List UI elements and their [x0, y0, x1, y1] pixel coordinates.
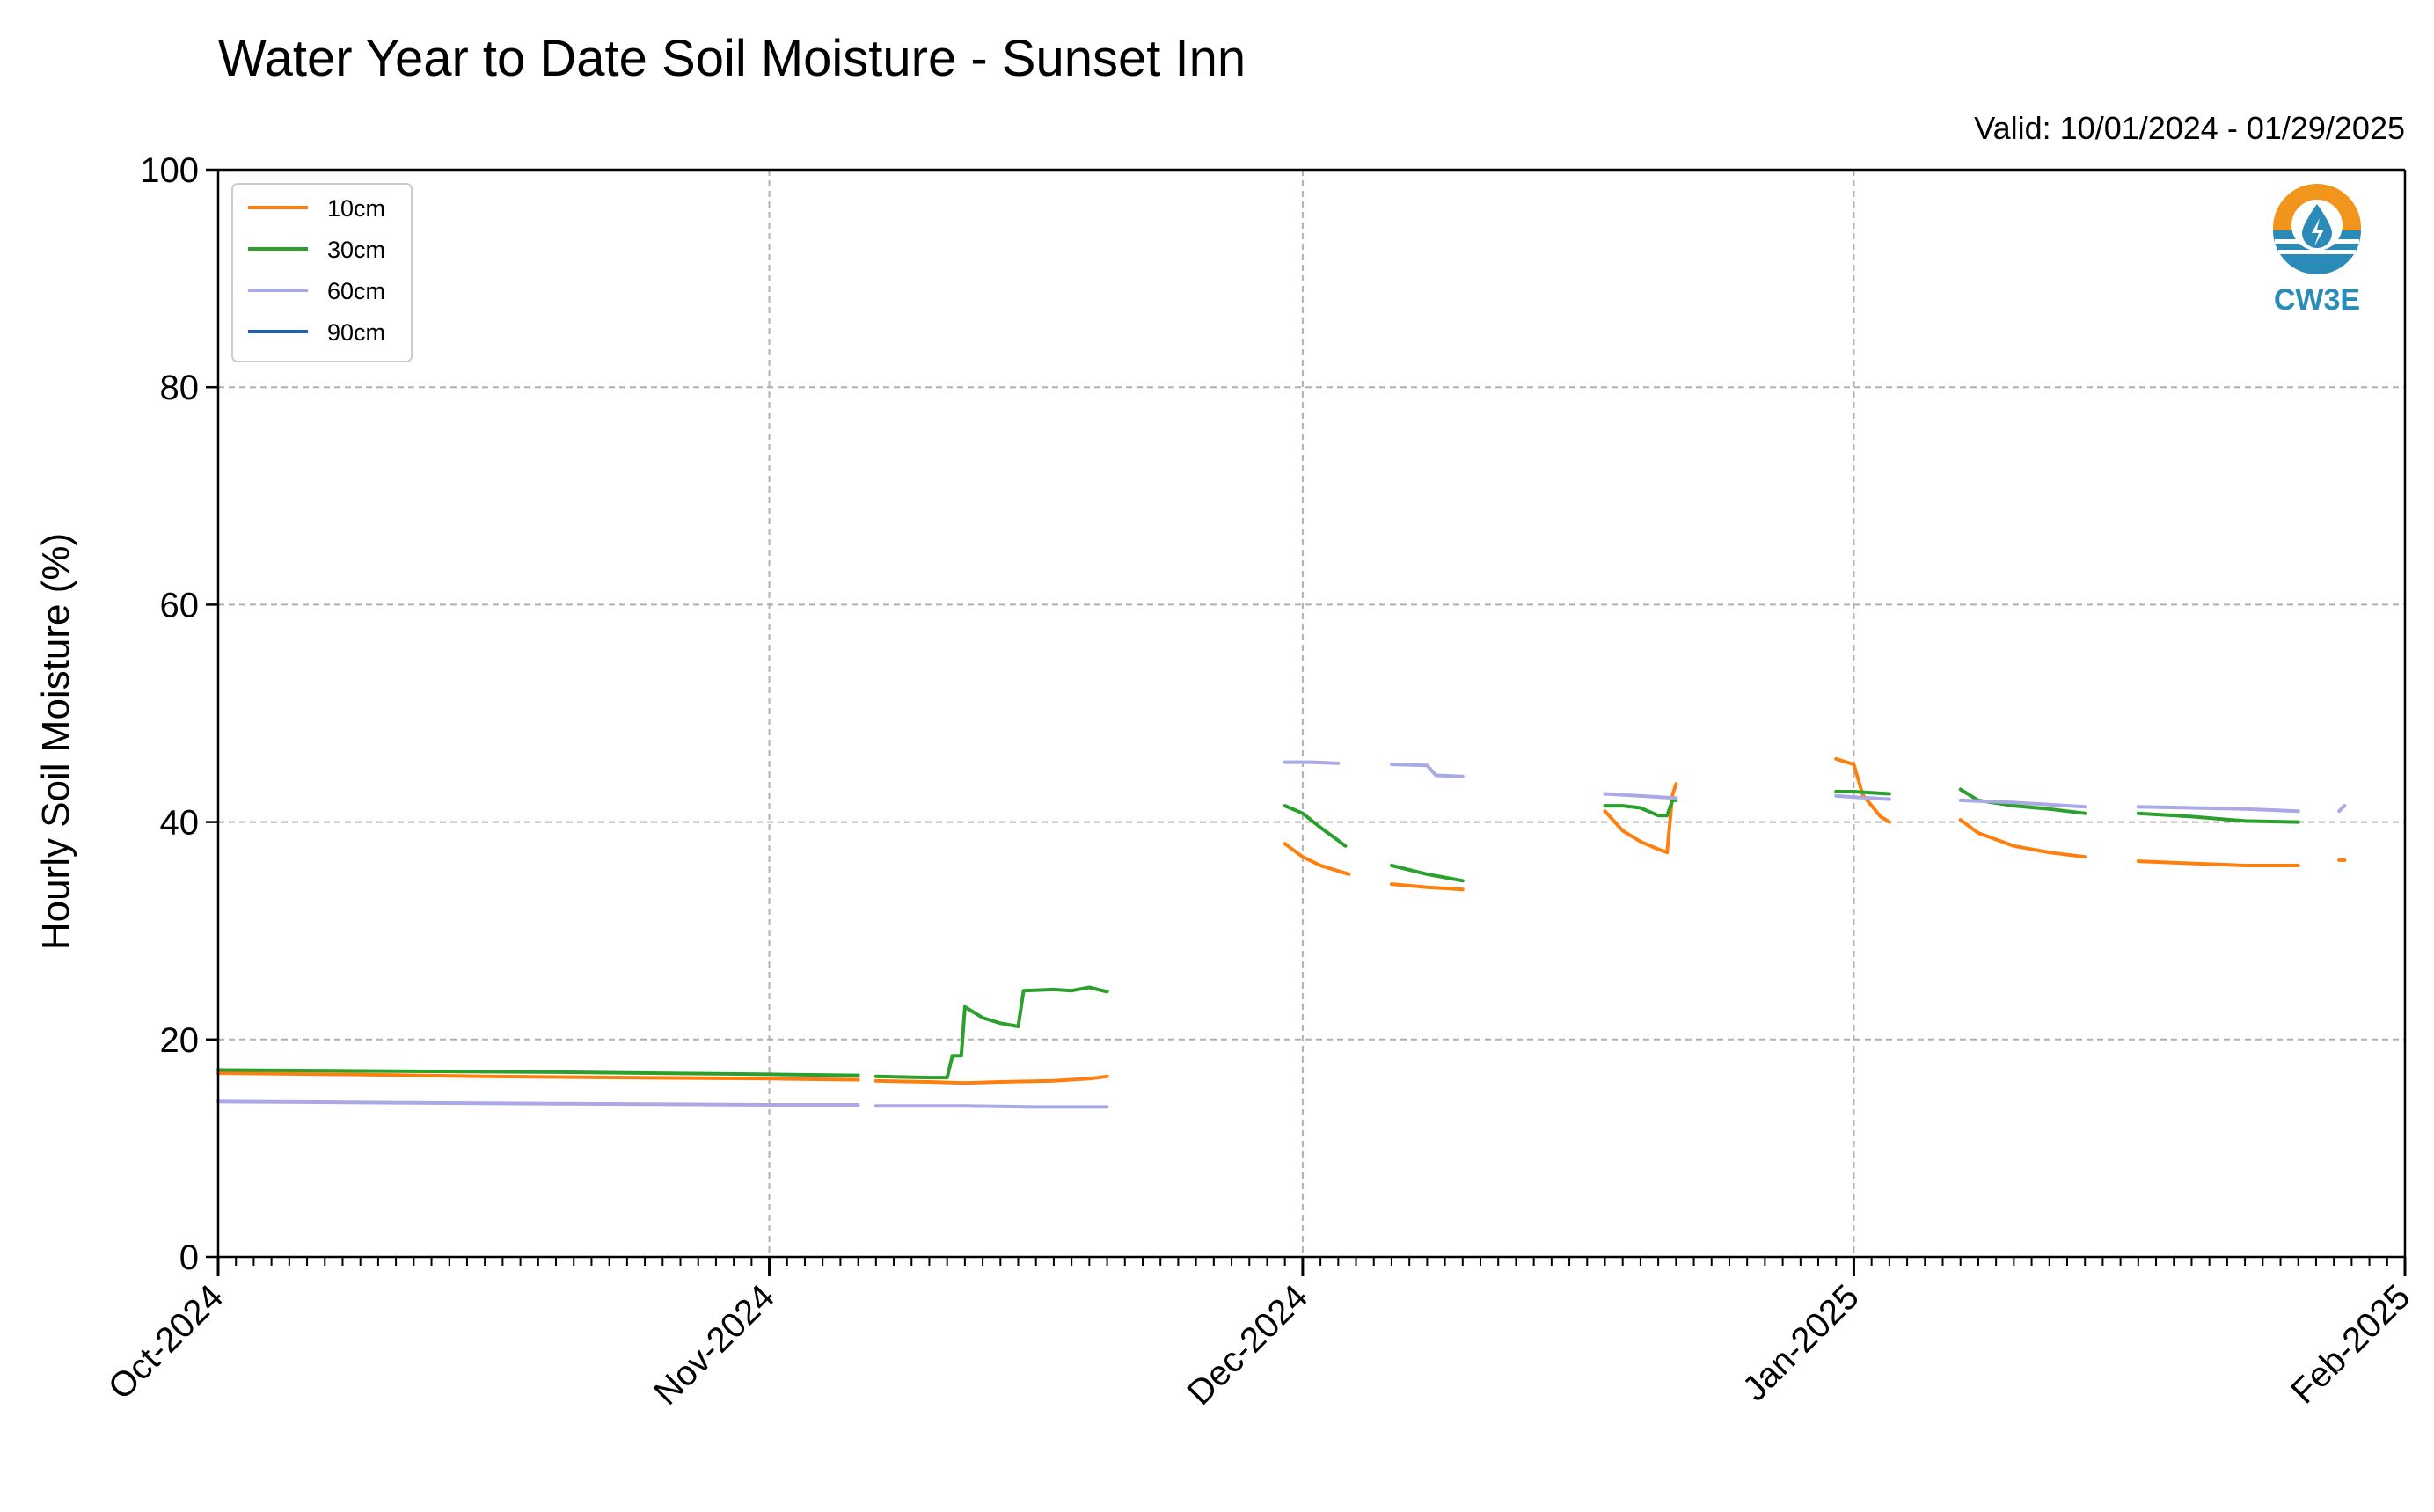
series-30cm-line [1390, 864, 1465, 883]
logo-text: CW3E [2274, 283, 2360, 317]
y-tick-label: 60 [160, 586, 200, 625]
legend-label: 10cm [327, 195, 385, 222]
y-tick-label: 100 [140, 151, 199, 190]
y-tick-label: 80 [160, 369, 200, 407]
series-60cm-line [1834, 793, 1891, 801]
chart-subtitle: Valid: 10/01/2024 - 01/29/2025 [1974, 110, 2405, 146]
water-drop-icon [2273, 184, 2361, 274]
legend-label: 90cm [327, 319, 385, 346]
series-60cm-line [2337, 804, 2347, 814]
series-60cm-line [2136, 805, 2300, 814]
series-30cm-line [1283, 804, 1348, 848]
series-10cm-line [873, 1074, 1109, 1085]
x-tick-label: Feb-2025 [2284, 1277, 2417, 1411]
cw3e-logo: CW3E [2273, 184, 2361, 317]
series-10cm-line [1958, 818, 2087, 859]
series-10cm-line [216, 1071, 860, 1082]
legend-label: 60cm [327, 278, 385, 304]
series-60cm-line [216, 1099, 860, 1107]
series-60cm-line [1390, 763, 1465, 778]
y-tick-label: 40 [160, 804, 200, 843]
x-axis: Oct-2024 Nov-2024 Dec-2024 Jan-2025 Feb-2025 [101, 1257, 2417, 1413]
series-30cm-line [216, 1068, 860, 1077]
legend-label: 30cm [327, 237, 385, 263]
x-tick-label: Dec-2024 [1180, 1277, 1316, 1413]
axes [216, 168, 2407, 1259]
series-lines [216, 756, 2347, 1109]
y-tick-label: 20 [160, 1021, 200, 1060]
series-30cm-line [1958, 787, 2087, 815]
series-30cm-line [1834, 790, 1891, 796]
series-30cm-line [2136, 811, 2300, 824]
series-10cm-line [1834, 756, 1891, 824]
series-10cm-line [1603, 782, 1678, 855]
series-10cm-line [2136, 859, 2300, 867]
x-tick-label: Nov-2024 [647, 1277, 782, 1413]
chart-title: Water Year to Date Soil Moisture - Sunse… [218, 30, 1246, 87]
series-60cm-line [1603, 792, 1678, 800]
series-30cm-line [873, 985, 1109, 1080]
series-30cm-line [1603, 798, 1678, 818]
series-60cm-line [873, 1104, 1109, 1109]
legend-box [231, 183, 413, 362]
series-60cm-line [1958, 798, 2087, 809]
legend: 10cm 30cm 60cm 90cm [231, 183, 413, 362]
series-10cm-line [1390, 882, 1465, 892]
series-10cm-line [1283, 842, 1351, 876]
y-axis: 0 20 40 60 80 100 [140, 151, 218, 1277]
x-tick-label: Jan-2025 [1736, 1277, 1867, 1408]
grid-lines [217, 169, 2406, 1258]
x-tick-label: Oct-2024 [101, 1277, 230, 1406]
y-tick-label: 0 [179, 1238, 199, 1277]
y-axis-title: Hourly Soil Moisture (%) [34, 533, 77, 950]
